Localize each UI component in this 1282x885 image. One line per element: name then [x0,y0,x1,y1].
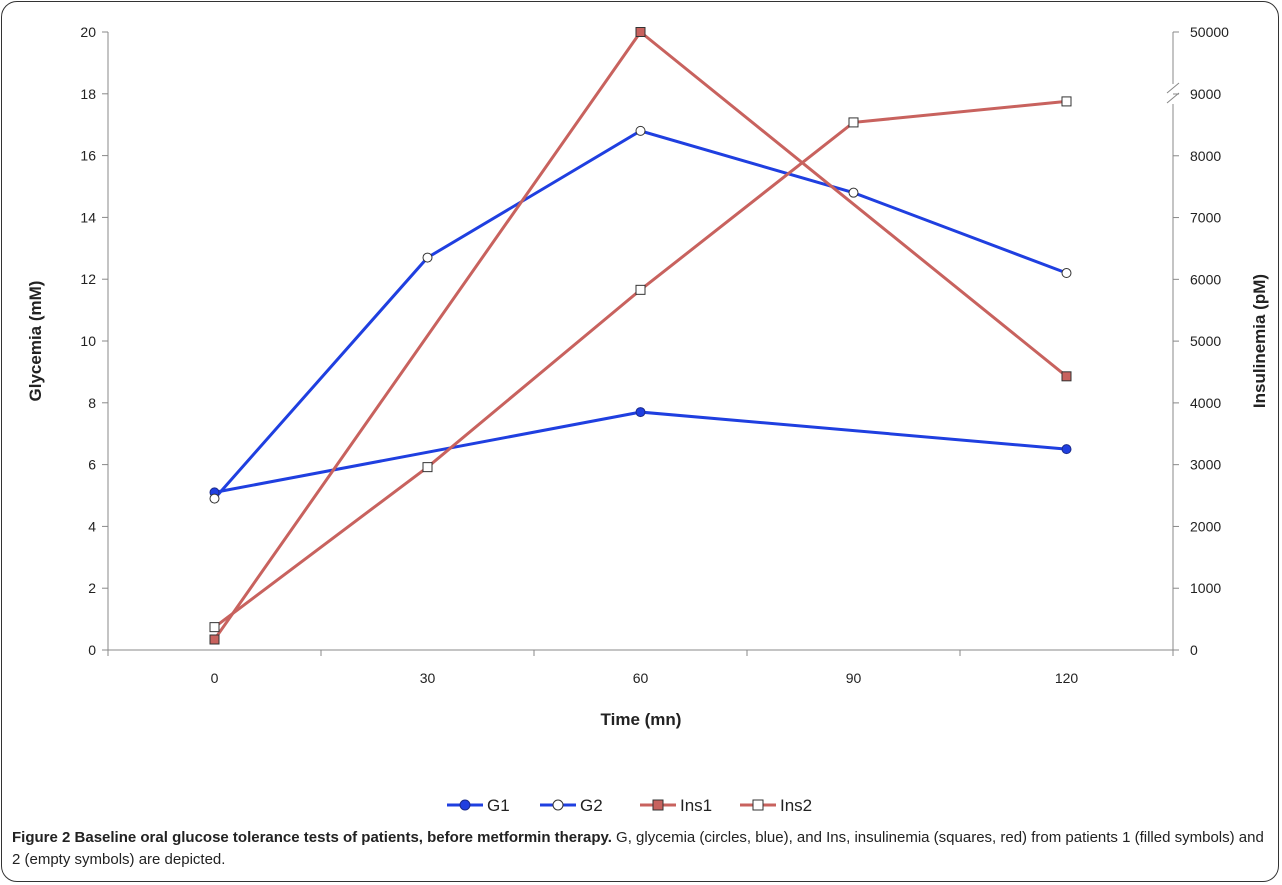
left-y-tick-label: 10 [80,333,96,349]
legend-label-Ins1: Ins1 [680,796,712,815]
left-y-tick-label: 16 [80,148,96,164]
left-y-tick-label: 8 [88,395,96,411]
left-y-tick-label: 2 [88,580,96,596]
left-y-tick-label: 20 [80,24,96,40]
right-y-tick-label: 0 [1190,642,1198,658]
caption-title: Baseline oral glucose tolerance tests of… [70,829,612,846]
data-point-G2 [423,253,432,262]
data-point-Ins1 [653,800,663,810]
data-point-G2 [1062,269,1071,278]
data-point-G1 [1062,445,1071,454]
caption-label: Figure 2 [12,829,70,846]
left-y-tick-label: 4 [88,518,96,534]
series-line-Ins1 [215,32,1067,639]
right-y-tick-label: 8000 [1190,148,1221,164]
data-point-Ins2 [849,118,858,127]
legend-label-G2: G2 [580,796,603,815]
left-y-tick-label: 12 [80,271,96,287]
axis-break-mark [1167,83,1179,93]
data-point-G2 [210,494,219,503]
left-y-tick-label: 14 [80,209,96,225]
data-point-Ins2 [423,463,432,472]
series-line-Ins2 [215,101,1067,627]
x-tick-label: 0 [211,670,219,686]
right-y-tick-label: 4000 [1190,395,1221,411]
right-y-tick-label: 50000 [1190,24,1229,40]
left-y-tick-label: 6 [88,457,96,473]
x-tick-label: 90 [846,670,862,686]
data-point-Ins1 [636,28,645,37]
data-point-G2 [636,126,645,135]
right-y-tick-label: 5000 [1190,333,1221,349]
data-point-Ins1 [210,635,219,644]
left-y-tick-label: 18 [80,86,96,102]
chart-legend: G1 G2 Ins1 Ins2 [447,796,812,815]
right-y-axis-label: Insulinemia (pM) [1250,274,1269,408]
series-line-G1 [215,412,1067,492]
right-y-tick-label: 1000 [1190,580,1221,596]
legend-label-Ins2: Ins2 [780,796,812,815]
data-point-G2 [553,800,563,810]
legend-label-G1: G1 [487,796,510,815]
x-tick-label: 120 [1055,670,1079,686]
x-tick-label: 30 [420,670,436,686]
data-point-Ins2 [636,285,645,294]
figure-caption: Figure 2 Baseline oral glucose tolerance… [12,827,1267,871]
left-y-axis-label: Glycemia (mM) [26,281,45,402]
oral-glucose-tolerance-chart: 0 2 4 6 8 10 12 14 16 18 20 0 30 60 90 120 0 1000 2000 3000… [0,0,1282,820]
data-point-Ins2 [753,800,763,810]
x-tick-label: 60 [633,670,649,686]
right-y-tick-label: 6000 [1190,271,1221,287]
x-axis-label: Time (mn) [601,710,682,729]
right-y-tick-label: 2000 [1190,518,1221,534]
data-point-G1 [636,408,645,417]
data-point-Ins2 [210,623,219,632]
data-point-G1 [460,800,470,810]
right-y-tick-label: 3000 [1190,457,1221,473]
right-y-tick-label: 7000 [1190,210,1221,226]
right-y-tick-label: 9000 [1190,86,1221,102]
data-point-G2 [849,188,858,197]
data-point-Ins2 [1062,97,1071,106]
series-line-G2 [215,131,1067,499]
chart-series [210,28,1071,644]
left-y-tick-label: 0 [88,642,96,658]
data-point-Ins1 [1062,372,1071,381]
